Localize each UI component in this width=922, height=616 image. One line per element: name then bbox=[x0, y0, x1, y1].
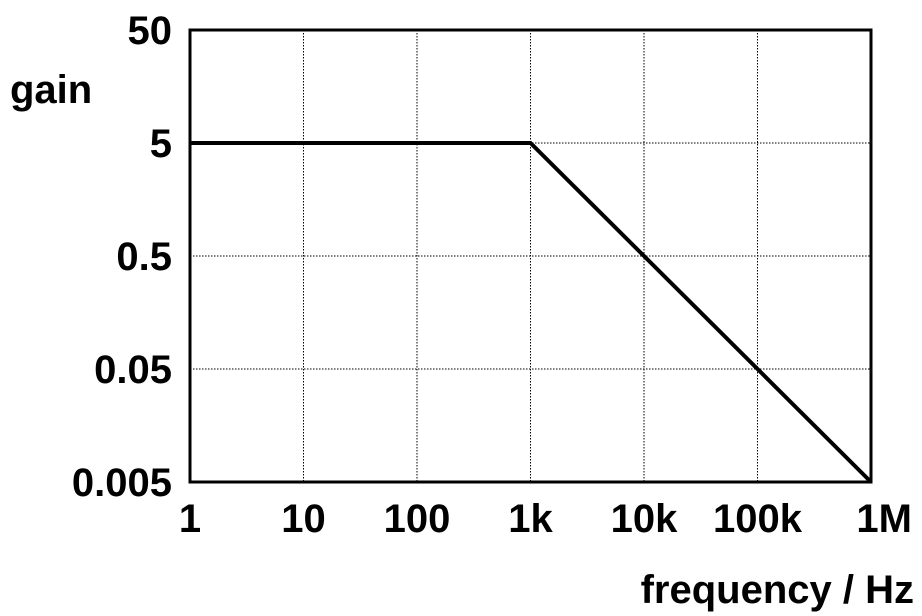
y-tick-label: 0.05 bbox=[94, 348, 172, 392]
y-tick-label: 0.005 bbox=[72, 461, 172, 505]
y-tick-label: 50 bbox=[128, 9, 173, 53]
plot-frame bbox=[188, 28, 873, 484]
x-tick-label: 1M bbox=[856, 497, 912, 541]
gain-response-line bbox=[190, 141, 873, 484]
y-tick-label: 0.5 bbox=[116, 235, 172, 279]
x-axis-label: frequency / Hz bbox=[641, 568, 914, 612]
x-tick-label: 10 bbox=[281, 497, 326, 541]
grid bbox=[189, 29, 872, 483]
x-axis-tick-labels: 1 10 100 1k 10k 100k 1M bbox=[179, 497, 912, 541]
y-axis-label: gain bbox=[10, 68, 92, 112]
y-axis-tick-labels: 0.005 0.05 0.5 5 50 bbox=[72, 9, 172, 505]
x-tick-label: 100k bbox=[713, 497, 803, 541]
series-layer bbox=[190, 141, 873, 484]
y-tick-label: 5 bbox=[150, 122, 172, 166]
x-tick-label: 100 bbox=[384, 497, 451, 541]
x-tick-label: 1 bbox=[179, 497, 201, 541]
x-tick-label: 10k bbox=[611, 497, 678, 541]
x-tick-label: 1k bbox=[508, 497, 553, 541]
